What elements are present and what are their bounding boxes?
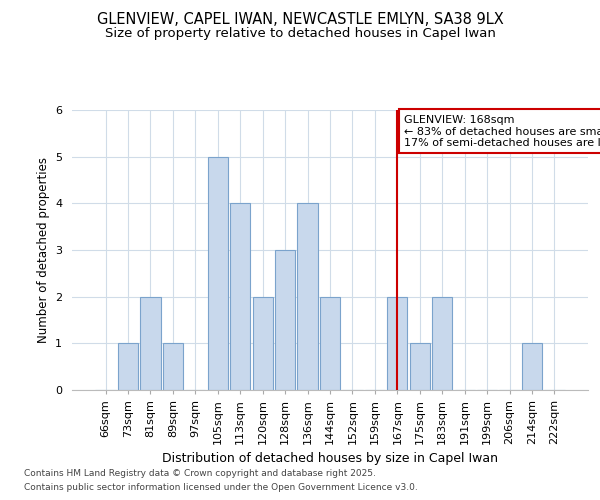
Bar <box>522 344 542 390</box>
Text: Contains public sector information licensed under the Open Government Licence v3: Contains public sector information licen… <box>24 484 418 492</box>
Bar <box>320 296 340 390</box>
X-axis label: Distribution of detached houses by size in Capel Iwan: Distribution of detached houses by size … <box>162 452 498 466</box>
Text: Contains HM Land Registry data © Crown copyright and database right 2025.: Contains HM Land Registry data © Crown c… <box>24 468 376 477</box>
Bar <box>432 296 452 390</box>
Text: GLENVIEW: 168sqm
← 83% of detached houses are smaller (25)
17% of semi-detached : GLENVIEW: 168sqm ← 83% of detached house… <box>404 114 600 148</box>
Bar <box>298 204 317 390</box>
Bar <box>208 156 228 390</box>
Bar <box>230 204 250 390</box>
Text: Size of property relative to detached houses in Capel Iwan: Size of property relative to detached ho… <box>104 28 496 40</box>
Bar <box>253 296 273 390</box>
Bar <box>163 344 183 390</box>
Bar <box>140 296 161 390</box>
Y-axis label: Number of detached properties: Number of detached properties <box>37 157 50 343</box>
Bar <box>410 344 430 390</box>
Bar <box>387 296 407 390</box>
Text: GLENVIEW, CAPEL IWAN, NEWCASTLE EMLYN, SA38 9LX: GLENVIEW, CAPEL IWAN, NEWCASTLE EMLYN, S… <box>97 12 503 28</box>
Bar <box>118 344 138 390</box>
Bar <box>275 250 295 390</box>
